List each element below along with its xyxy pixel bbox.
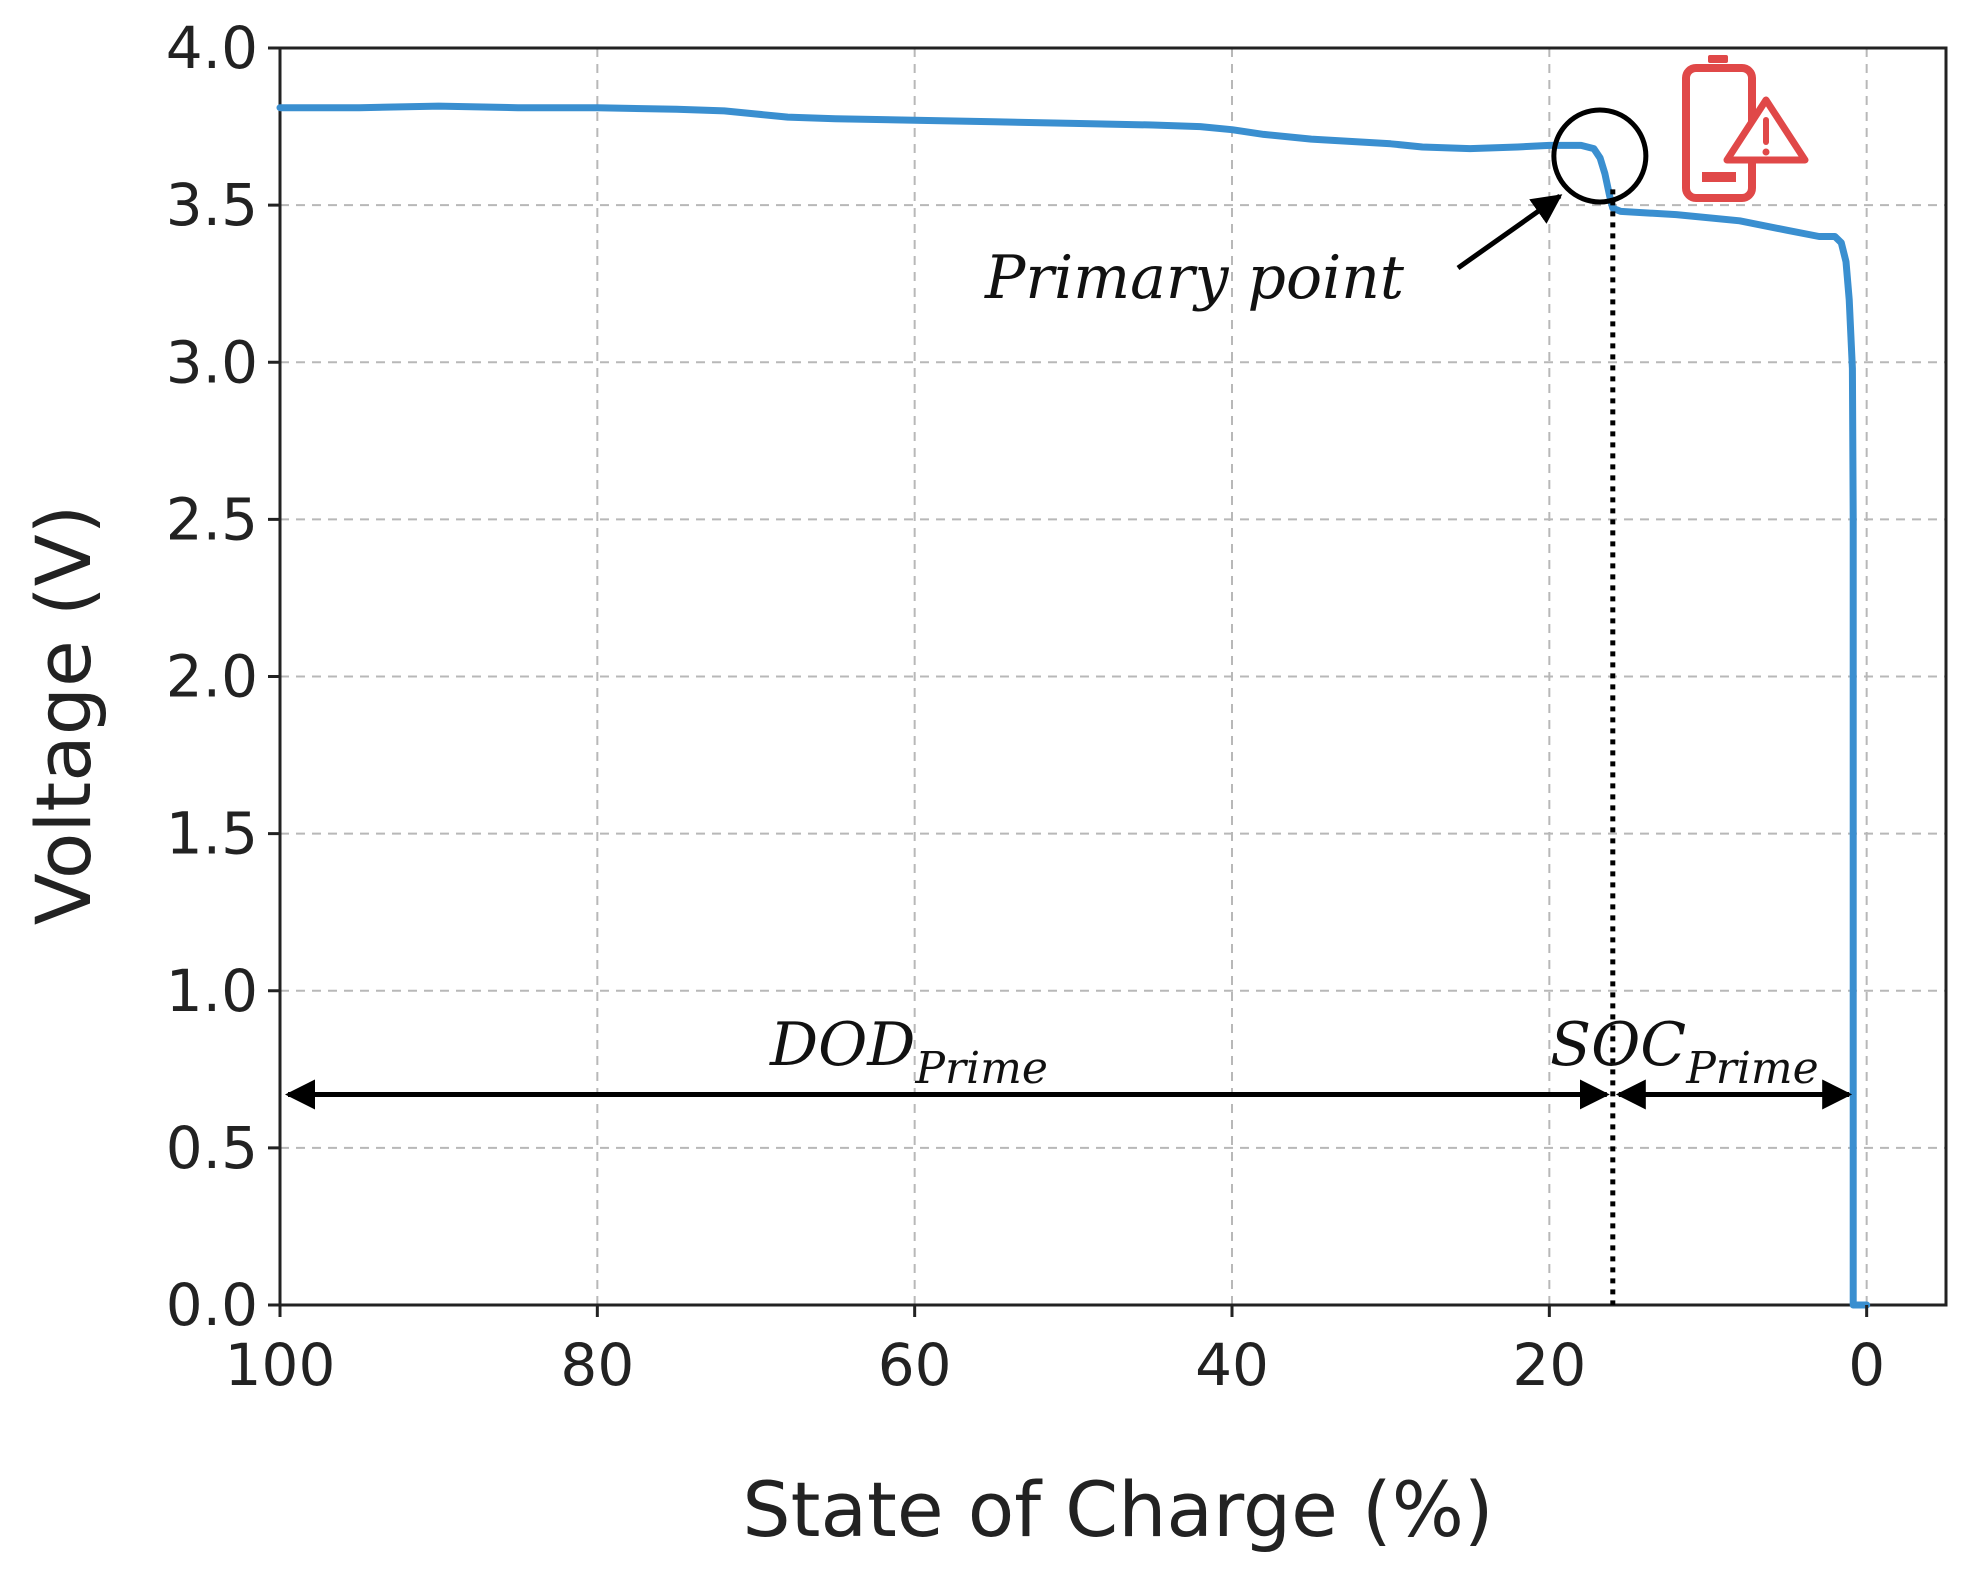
y-tick-label-2: 1.0 [166, 957, 258, 1025]
x-axis: 100 80 60 40 20 0 [225, 1305, 1885, 1399]
y-tick-label-0: 0.0 [166, 1271, 258, 1339]
battery-terminal [1708, 55, 1728, 63]
primary-point-marker [1551, 107, 1649, 205]
dod-prime-label-main: DOD [769, 1010, 915, 1080]
grid [279, 47, 1946, 1306]
soc-prime-label-sub: Prime [1685, 1043, 1818, 1094]
x-tick-label-1: 80 [560, 1331, 634, 1399]
y-tick-label-8: 4.0 [166, 14, 258, 82]
x-tick-label-3: 40 [1195, 1331, 1269, 1399]
soc-prime-label: SOCPrime [1550, 1010, 1819, 1094]
x-tick-label-4: 20 [1512, 1331, 1586, 1399]
x-tick-label-2: 60 [878, 1331, 952, 1399]
y-tick-label-7: 3.5 [166, 171, 258, 239]
y-axis-label: Voltage (V) [19, 505, 108, 926]
battery-level [1702, 172, 1736, 182]
battery-warning-icon [1682, 55, 1809, 202]
dod-prime-label: DODPrime [769, 1010, 1048, 1094]
y-tick-label-6: 3.0 [166, 328, 258, 396]
soc-prime-label-main: SOC [1550, 1010, 1686, 1080]
y-tick-label-4: 2.0 [166, 643, 258, 711]
y-tick-label-1: 0.5 [166, 1114, 258, 1182]
y-axis: 0.0 0.5 1.0 1.5 2.0 2.5 3.0 3.5 4.0 [166, 14, 280, 1339]
x-tick-label-5: 0 [1848, 1331, 1885, 1399]
primary-point-label: Primary point [984, 243, 1405, 313]
warning-exclamation-dot [1762, 148, 1770, 156]
x-axis-label: State of Charge (%) [742, 1465, 1493, 1554]
dod-prime-label-sub: Prime [914, 1043, 1047, 1094]
y-tick-label-3: 1.5 [166, 800, 258, 868]
x-tick-label-0: 100 [225, 1331, 336, 1399]
y-tick-label-5: 2.5 [166, 485, 258, 553]
series-line-0 [276, 102, 1871, 1309]
primary-point-arrow [1456, 193, 1563, 271]
